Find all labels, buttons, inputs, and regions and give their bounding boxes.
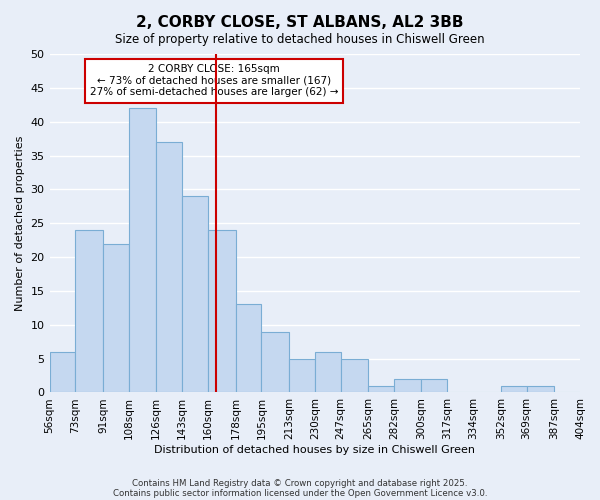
Text: Contains public sector information licensed under the Open Government Licence v3: Contains public sector information licen… bbox=[113, 488, 487, 498]
Bar bbox=[129, 108, 156, 393]
Bar bbox=[50, 352, 76, 393]
Bar bbox=[208, 230, 236, 392]
Bar bbox=[527, 386, 554, 392]
Bar bbox=[156, 142, 182, 393]
Bar bbox=[289, 358, 315, 392]
Bar bbox=[341, 358, 368, 392]
Text: Size of property relative to detached houses in Chiswell Green: Size of property relative to detached ho… bbox=[115, 32, 485, 46]
Bar bbox=[421, 379, 448, 392]
X-axis label: Distribution of detached houses by size in Chiswell Green: Distribution of detached houses by size … bbox=[154, 445, 475, 455]
Bar bbox=[501, 386, 527, 392]
Text: 2 CORBY CLOSE: 165sqm
← 73% of detached houses are smaller (167)
27% of semi-det: 2 CORBY CLOSE: 165sqm ← 73% of detached … bbox=[90, 64, 338, 98]
Text: 2, CORBY CLOSE, ST ALBANS, AL2 3BB: 2, CORBY CLOSE, ST ALBANS, AL2 3BB bbox=[136, 15, 464, 30]
Bar bbox=[182, 196, 208, 392]
Y-axis label: Number of detached properties: Number of detached properties bbox=[15, 136, 25, 311]
Bar bbox=[236, 304, 262, 392]
Bar bbox=[315, 352, 341, 393]
Bar bbox=[368, 386, 394, 392]
Bar bbox=[262, 332, 289, 392]
Text: Contains HM Land Registry data © Crown copyright and database right 2025.: Contains HM Land Registry data © Crown c… bbox=[132, 478, 468, 488]
Bar bbox=[394, 379, 421, 392]
Bar bbox=[76, 230, 103, 392]
Bar bbox=[103, 244, 129, 392]
